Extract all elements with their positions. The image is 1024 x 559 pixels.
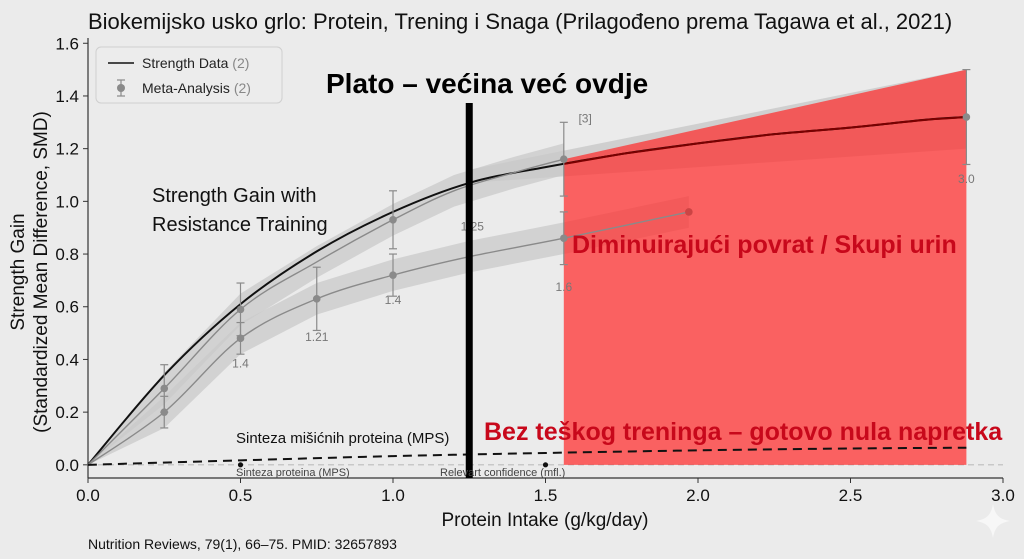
y-tick-label: 1.6: [55, 34, 79, 53]
point-label: 1.4: [385, 293, 402, 307]
annotation-strength-line1: Strength Gain with: [152, 185, 317, 207]
x-tick-label: 1.0: [381, 486, 405, 505]
data-point: [560, 234, 568, 243]
data-point: [236, 305, 245, 314]
data-point: [560, 155, 568, 163]
y-tick-label: 0.8: [55, 245, 79, 264]
data-point: [312, 295, 321, 303]
annotation-plateau: Plato – većina već ovdje: [326, 68, 648, 99]
x-axis-label: Protein Intake (g/kg/day): [442, 510, 649, 531]
annotation-mps-small: Sinteza proteina (MPS): [236, 467, 350, 479]
data-point: [160, 408, 169, 416]
data-point: [160, 384, 169, 393]
y-tick-label: 1.0: [55, 192, 79, 211]
x-tick-label: 2.0: [686, 486, 710, 505]
strength-line-red-segment: [563, 116, 967, 165]
y-tick-label: 1.4: [55, 87, 79, 106]
point-label: 3.0: [958, 172, 975, 186]
diminishing-returns-region: [563, 69, 967, 465]
x-tick-label: 2.5: [839, 486, 863, 505]
x-tick-label: 0.0: [76, 486, 100, 505]
point-label: [3]: [578, 111, 591, 125]
mps-marker: [542, 462, 549, 468]
y-tick-label: 0.6: [55, 298, 79, 317]
data-point: [962, 113, 971, 121]
data-point: [389, 271, 397, 279]
annotation-no-training: Bez teškog treninga – gotovo nula napret…: [484, 418, 1003, 446]
legend-meta-marker: [117, 84, 125, 92]
y-tick-label: 1.2: [55, 140, 79, 159]
annotation-diminishing-returns: Diminuirajući povrat / Skupi urin: [572, 231, 957, 259]
x-tick-label: 3.0: [991, 486, 1015, 505]
mps-dashed-line: [87, 446, 967, 466]
y-tick-label: 0.4: [55, 350, 79, 369]
x-tick-label: 0.5: [229, 486, 253, 505]
x-tick-label: 1.5: [534, 486, 558, 505]
mps-marker: [237, 462, 244, 468]
y-tick-label: 0.2: [55, 403, 79, 422]
legend-meta-label: Meta-Analysis (2): [142, 80, 251, 96]
legend-box: [95, 46, 283, 104]
annotation-relevant-confidence: Relevart confidence (mfl.): [440, 467, 565, 479]
y-axis-label-line2: (Standardized Mean Difference, SMD): [31, 111, 52, 433]
sparkle-icon: [976, 504, 1010, 538]
legend: Strength Data (2) Meta-Analysis (2): [95, 46, 283, 104]
point-label: 1.21: [305, 330, 329, 344]
chart-title: Biokemijsko usko grlo: Protein, Trening …: [88, 9, 952, 34]
meta-confidence-band: [88, 143, 564, 465]
point-label: 1.6: [555, 280, 572, 294]
data-point: [236, 334, 245, 343]
annotation-strength-line2: Resistance Training: [152, 214, 328, 236]
plot-area: 0.0 0.2 0.4 0.6 0.8 1.0 1.2 1.4 1.6 0.0 0.5 1.0 1.5 2…: [55, 34, 1014, 505]
source-citation: Nutrition Reviews, 79(1), 66–75. PMID: 3…: [88, 536, 397, 552]
y-tick-label: 0.0: [55, 456, 79, 475]
legend-strength-label: Strength Data (2): [142, 55, 249, 71]
annotation-mps: Sinteza mišićnih proteina (MPS): [236, 430, 449, 447]
point-label: 1.4: [232, 356, 249, 370]
y-axis-label-line1: Strength Gain: [8, 213, 29, 330]
data-point: [685, 208, 693, 216]
data-point: [389, 215, 397, 224]
